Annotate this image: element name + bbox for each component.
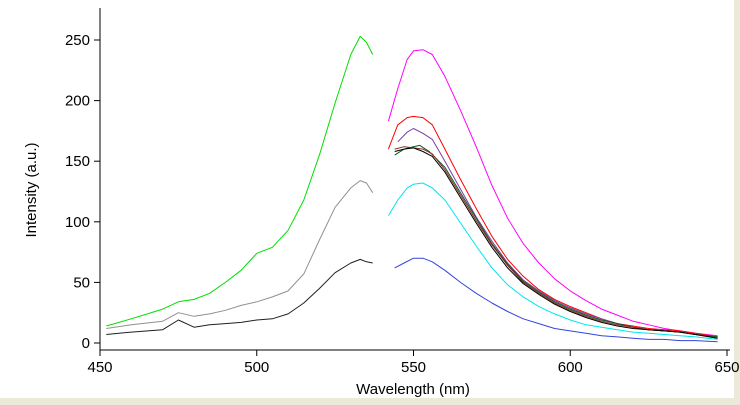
x-tick-label: 450: [87, 359, 112, 376]
y-tick-label: 100: [65, 214, 90, 231]
x-ticks: 450 500 550 600 650: [87, 350, 740, 376]
series-line-4: [387, 49, 718, 337]
y-ticks: 0 50 100 150 200 250: [65, 32, 100, 352]
series-layer: [106, 35, 718, 343]
series-line-3: [106, 258, 373, 335]
y-tick-label: 50: [73, 274, 90, 291]
series-line-9: [394, 147, 718, 339]
plot-background: [0, 0, 734, 398]
x-tick-label: 650: [714, 359, 739, 376]
y-tick-label: 150: [65, 153, 90, 170]
series-line-2: [106, 180, 374, 329]
x-axis-title: Wavelength (nm): [356, 381, 470, 398]
series-line-11: [394, 257, 718, 343]
series-line-10: [387, 182, 718, 340]
series-line-1: [106, 35, 374, 327]
x-tick-label: 500: [244, 359, 269, 376]
y-axis-title: Intensity (a.u.): [23, 142, 40, 237]
y-tick-label: 0: [82, 335, 90, 352]
x-tick-label: 600: [558, 359, 583, 376]
series-line-5: [387, 115, 718, 338]
x-tick-label: 550: [401, 359, 426, 376]
y-tick-label: 200: [65, 93, 90, 110]
y-tick-label: 250: [65, 32, 90, 49]
